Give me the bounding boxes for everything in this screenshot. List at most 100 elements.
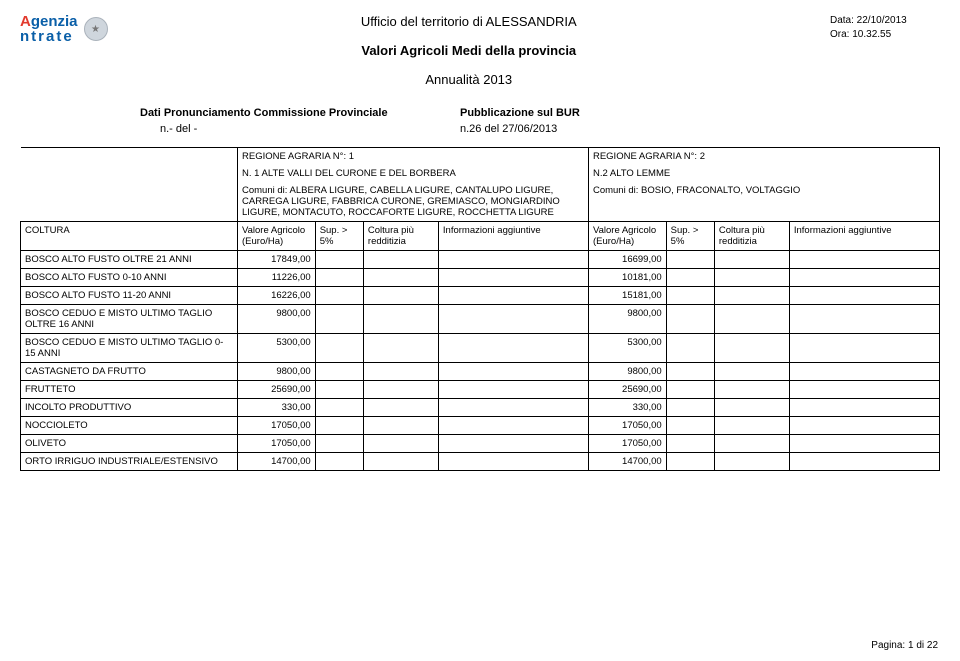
col-redd-2: Coltura più redditizia [714,222,789,251]
cell-sup-2 [666,363,714,381]
cell-redd-1 [363,453,438,471]
cell-redd-1 [363,305,438,334]
cell-sup-2 [666,399,714,417]
cell-info-2 [789,399,939,417]
cell-coltura: BOSCO ALTO FUSTO 0-10 ANNI [21,269,238,287]
cell-valore-2: 10181,00 [588,269,666,287]
cell-sup-1 [315,417,363,435]
header-center: Ufficio del territorio di ALESSANDRIA Va… [108,14,830,87]
cell-redd-2 [714,251,789,269]
cell-redd-2 [714,305,789,334]
cell-redd-1 [363,287,438,305]
n26: n.26 del 27/06/2013 [460,123,557,135]
header: Agenzia ntrate ★ Ufficio del territorio … [20,14,940,87]
cell-info-1 [438,269,588,287]
cell-coltura: CASTAGNETO DA FRUTTO [21,363,238,381]
cell-valore-1: 17050,00 [238,435,316,453]
cell-redd-2 [714,417,789,435]
table-row: BOSCO ALTO FUSTO 11-20 ANNI16226,00 15181… [21,287,940,305]
table-row: CASTAGNETO DA FRUTTO9800,009800,00 [21,363,940,381]
cell-sup-2 [666,417,714,435]
col-info-1: Informazioni aggiuntive [438,222,588,251]
cell-valore-2: 17050,00 [588,435,666,453]
cell-valore-2: 15181,00 [588,287,666,305]
table-row: BOSCO CEDUO E MISTO ULTIMO TAGLIO OLTRE … [21,305,940,334]
region2-label: REGIONE AGRARIA N°: 2 [588,148,939,166]
cell-redd-2 [714,269,789,287]
table-row: INCOLTO PRODUTTIVO330,00330,00 [21,399,940,417]
cell-info-2 [789,363,939,381]
cell-info-1 [438,417,588,435]
cell-coltura: ORTO IRRIGUO INDUSTRIALE/ESTENSIVO [21,453,238,471]
cell-info-1 [438,251,588,269]
cell-info-2 [789,417,939,435]
cell-redd-1 [363,269,438,287]
region2-name: N.2 ALTO LEMME [588,165,939,182]
dati-row: Dati Pronunciamento Commissione Provinci… [140,107,940,119]
page: Agenzia ntrate ★ Ufficio del territorio … [0,0,960,661]
cell-info-2 [789,381,939,399]
cell-valore-1: 11226,00 [238,269,316,287]
cell-valore-1: 25690,00 [238,381,316,399]
cell-redd-2 [714,453,789,471]
cell-sup-1 [315,334,363,363]
cell-valore-2: 16699,00 [588,251,666,269]
cell-valore-1: 16226,00 [238,287,316,305]
cell-sup-2 [666,453,714,471]
cell-coltura: BOSCO ALTO FUSTO OLTRE 21 ANNI [21,251,238,269]
cell-info-2 [789,287,939,305]
cell-sup-1 [315,305,363,334]
header-meta: Data: 22/10/2013 Ora: 10.32.55 [830,14,940,42]
cell-coltura: BOSCO CEDUO E MISTO ULTIMO TAGLIO OLTRE … [21,305,238,334]
cell-valore-2: 9800,00 [588,363,666,381]
cell-sup-2 [666,287,714,305]
ufficio-title: Ufficio del territorio di ALESSANDRIA [148,14,790,29]
cell-redd-1 [363,417,438,435]
col-sup-1: Sup. > 5% [315,222,363,251]
cell-sup-1 [315,399,363,417]
col-info-2: Informazioni aggiuntive [789,222,939,251]
cell-coltura: BOSCO CEDUO E MISTO ULTIMO TAGLIO 0-15 A… [21,334,238,363]
cell-sup-2 [666,381,714,399]
region-comuni-row: Comuni di: ALBERA LIGURE, CABELLA LIGURE… [21,182,940,222]
cell-coltura: NOCCIOLETO [21,417,238,435]
cell-coltura: BOSCO ALTO FUSTO 11-20 ANNI [21,287,238,305]
logo-block: Agenzia ntrate ★ [20,14,108,44]
col-coltura: COLTURA [21,222,238,251]
logo-line2: ntrate [20,29,78,44]
main-table: REGIONE AGRARIA N°: 1 REGIONE AGRARIA N°… [20,147,940,471]
cell-redd-2 [714,334,789,363]
cell-info-2 [789,334,939,363]
cell-valore-1: 17849,00 [238,251,316,269]
cell-valore-1: 9800,00 [238,305,316,334]
cell-info-1 [438,381,588,399]
cell-sup-2 [666,334,714,363]
n-del: n.- del - [160,123,460,135]
data-rows: BOSCO ALTO FUSTO OLTRE 21 ANNI17849,00 16… [21,251,940,471]
dati-left: Dati Pronunciamento Commissione Provinci… [140,107,460,119]
cell-info-2 [789,453,939,471]
cell-redd-2 [714,363,789,381]
col-valore-1: Valore Agricolo (Euro/Ha) [238,222,316,251]
cell-valore-1: 5300,00 [238,334,316,363]
cell-info-1 [438,334,588,363]
cell-valore-2: 25690,00 [588,381,666,399]
cell-valore-2: 14700,00 [588,453,666,471]
table-row: BOSCO CEDUO E MISTO ULTIMO TAGLIO 0-15 A… [21,334,940,363]
page-number: Pagina: 1 di 22 [871,640,938,651]
dati-sub-row: n.- del - n.26 del 27/06/2013 [160,123,940,135]
cell-valore-1: 9800,00 [238,363,316,381]
italian-emblem-icon: ★ [84,17,108,41]
cell-redd-2 [714,381,789,399]
cell-redd-1 [363,251,438,269]
cell-valore-1: 330,00 [238,399,316,417]
col-valore-2: Valore Agricolo (Euro/Ha) [588,222,666,251]
cell-sup-1 [315,363,363,381]
table-row: ORTO IRRIGUO INDUSTRIALE/ESTENSIVO 14700,… [21,453,940,471]
cell-redd-1 [363,381,438,399]
region1-name: N. 1 ALTE VALLI DEL CURONE E DEL BORBERA [238,165,589,182]
cell-coltura: INCOLTO PRODUTTIVO [21,399,238,417]
table-row: OLIVETO17050,0017050,00 [21,435,940,453]
cell-sup-1 [315,381,363,399]
cell-valore-2: 17050,00 [588,417,666,435]
